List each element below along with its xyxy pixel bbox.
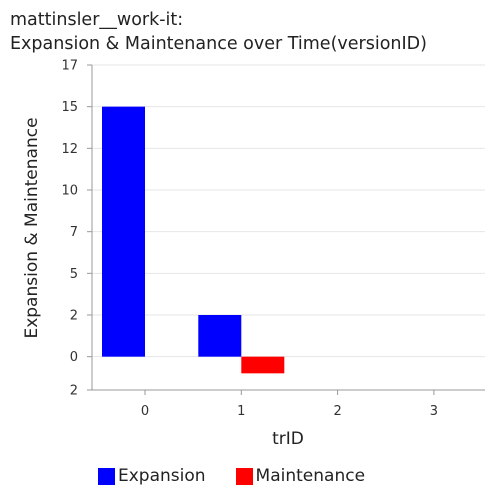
x-axis-title: trID [272,429,304,449]
x-tick-label: 0 [141,404,149,419]
legend-swatch-expansion [98,467,115,485]
y-axis-title: Expansion & Maintenance [22,117,42,338]
x-tick-labels: 0 1 2 3 [141,404,438,419]
chart-title: mattinsler__work-it: Expansion & Mainten… [10,8,427,56]
y-tick-label: 17 [61,59,78,74]
y-tick-label: 2 [70,384,78,399]
legend-label-maintenance: Maintenance [255,466,366,486]
grid-lines [92,64,485,391]
chart-title-line-1: mattinsler__work-it: [10,10,184,30]
axes [87,64,485,395]
y-tick-label: 5 [70,267,78,282]
legend: Expansion Maintenance [98,466,395,486]
bar-expansion-0 [102,106,145,357]
bar-maintenance-1 [241,356,285,374]
y-tick-label: 15 [61,100,78,115]
bars [102,106,285,374]
x-tick-label: 3 [430,404,438,419]
y-tick-label: 10 [61,184,78,199]
x-tick-label: 1 [237,404,245,419]
legend-item-maintenance: Maintenance [235,466,366,486]
legend-label-expansion: Expansion [118,466,206,486]
x-tick-label: 2 [333,404,341,419]
y-tick-label: 0 [70,350,78,365]
y-tick-label: 12 [61,142,78,157]
bar-expansion-1 [198,315,242,357]
legend-swatch-maintenance [235,467,253,485]
y-tick-label: 7 [70,225,78,240]
y-tick-labels: 2 0 2 5 7 10 12 15 17 [61,59,78,399]
legend-item-expansion: Expansion [98,466,206,486]
y-tick-label: 2 [70,309,78,324]
chart-title-line-2: Expansion & Maintenance over Time(versio… [10,34,427,54]
